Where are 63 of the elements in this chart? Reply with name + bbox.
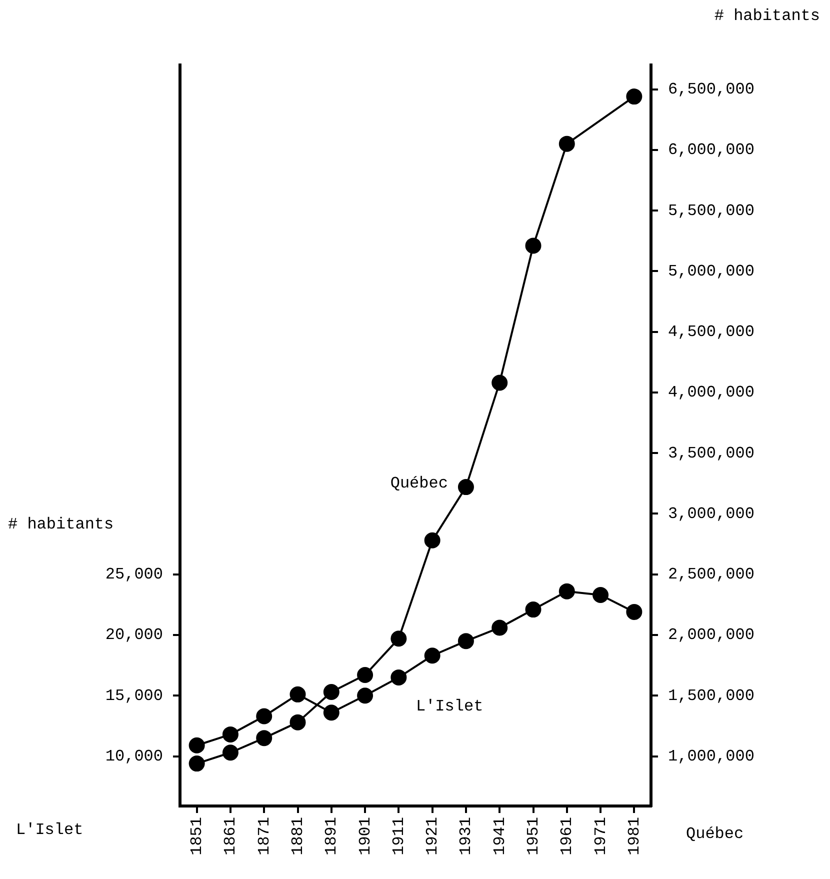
x-tick-label: 1931 <box>457 817 476 856</box>
y-tick-label: 15,000 <box>105 686 163 705</box>
y2-axis-title: # habitants <box>714 7 820 26</box>
point <box>390 630 407 647</box>
point <box>290 686 306 702</box>
x-tick-label: 1911 <box>390 817 408 856</box>
x-tick-label: 1951 <box>524 817 542 856</box>
point <box>256 708 272 724</box>
point <box>290 714 306 730</box>
series-label: L'Islet <box>416 697 484 716</box>
x-tick-label: 1871 <box>255 817 274 856</box>
point <box>592 586 609 603</box>
x-tick-label: 1961 <box>558 817 576 856</box>
y2-tick-label: 4,500,000 <box>668 323 754 342</box>
point <box>626 604 642 620</box>
y2-tick-label: 5,000,000 <box>668 262 754 280</box>
point <box>188 756 205 772</box>
y-tick-label: 10,000 <box>105 748 163 766</box>
point <box>256 730 272 746</box>
y2-tick-label: 3,000,000 <box>668 504 754 523</box>
point <box>188 737 205 754</box>
x-tick-label: 1981 <box>625 817 644 856</box>
y2-tick-label: 3,500,000 <box>668 444 754 462</box>
text: L'Islet <box>16 821 84 840</box>
point <box>492 374 508 391</box>
point <box>390 669 407 686</box>
point <box>357 688 374 704</box>
y2-tick-label: 2,000,000 <box>668 626 754 644</box>
point <box>525 602 542 618</box>
point <box>222 744 238 761</box>
y2-tick-label: 5,500,000 <box>668 202 754 220</box>
point <box>323 684 340 700</box>
x-tick-label: 1891 <box>322 817 341 856</box>
point <box>323 704 340 721</box>
point <box>492 620 508 636</box>
y-axis-title: # habitants <box>8 516 114 534</box>
y2-tick-label: 6,000,000 <box>668 141 754 160</box>
point <box>424 648 440 664</box>
x-tick-label: 1851 <box>188 817 206 856</box>
y-tick-label: 25,000 <box>105 566 163 584</box>
x-tick-label: 1941 <box>490 817 509 856</box>
point <box>525 238 542 254</box>
point <box>424 532 440 548</box>
y2-tick-label: 4,000,000 <box>668 384 754 402</box>
point <box>458 479 474 496</box>
y2-tick-label: 2,500,000 <box>668 566 754 584</box>
y2-tick-label: 1,000,000 <box>668 748 754 766</box>
y2-tick-label: 1,500,000 <box>668 686 754 705</box>
x-tick-label: 1971 <box>592 817 610 856</box>
x-tick-label: 1881 <box>288 817 307 856</box>
point <box>558 136 575 152</box>
point <box>357 667 374 684</box>
point <box>626 88 642 105</box>
point <box>222 726 238 742</box>
point <box>458 633 474 650</box>
text: Québec <box>686 825 744 844</box>
x-tick-label: 1861 <box>222 817 240 856</box>
x-tick-label: 1921 <box>424 817 442 856</box>
x-tick-label: 1901 <box>356 817 374 856</box>
y2-tick-label: 6,500,000 <box>668 80 754 98</box>
y-tick-label: 20,000 <box>105 626 163 644</box>
point <box>558 583 575 600</box>
series-label: Québec <box>390 474 448 492</box>
